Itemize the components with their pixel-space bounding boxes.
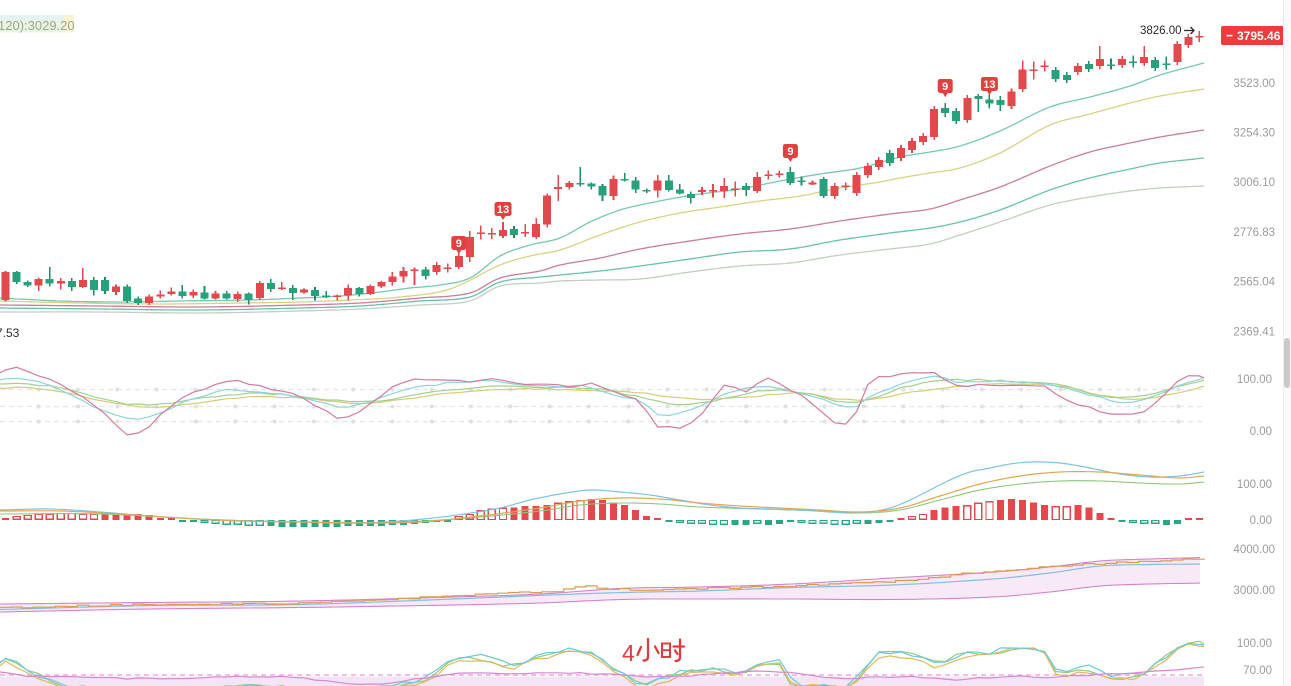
svg-text:120):3029.20: 120):3029.20 [0, 18, 75, 33]
svg-text:3826.00: 3826.00 [1140, 25, 1182, 37]
svg-text:9: 9 [942, 81, 948, 93]
svg-text:13: 13 [497, 204, 509, 216]
svg-text:4000.00: 4000.00 [1233, 544, 1275, 556]
svg-text:3795.46: 3795.46 [1237, 29, 1281, 43]
svg-text:3006.10: 3006.10 [1233, 177, 1275, 189]
svg-text:70.00: 70.00 [1243, 665, 1272, 677]
svg-text:13: 13 [983, 79, 995, 91]
svg-text:9: 9 [456, 238, 462, 250]
svg-text:100.00: 100.00 [1237, 638, 1272, 650]
svg-text:2776.83: 2776.83 [1233, 227, 1275, 239]
svg-text:3523.00: 3523.00 [1233, 78, 1275, 90]
svg-text:0.00: 0.00 [1250, 426, 1272, 438]
svg-text:2565.04: 2565.04 [1233, 277, 1275, 289]
svg-text:100.00: 100.00 [1237, 374, 1272, 386]
svg-text:4: 4 [622, 640, 635, 666]
svg-text:2369.41: 2369.41 [1233, 327, 1275, 339]
svg-text:3254.30: 3254.30 [1233, 128, 1275, 140]
svg-text:3000.00: 3000.00 [1233, 585, 1275, 597]
svg-text:0.00: 0.00 [1250, 515, 1272, 527]
svg-text:100.00: 100.00 [1237, 479, 1272, 491]
svg-text:7.53: 7.53 [0, 326, 20, 340]
svg-text:9: 9 [787, 146, 793, 158]
